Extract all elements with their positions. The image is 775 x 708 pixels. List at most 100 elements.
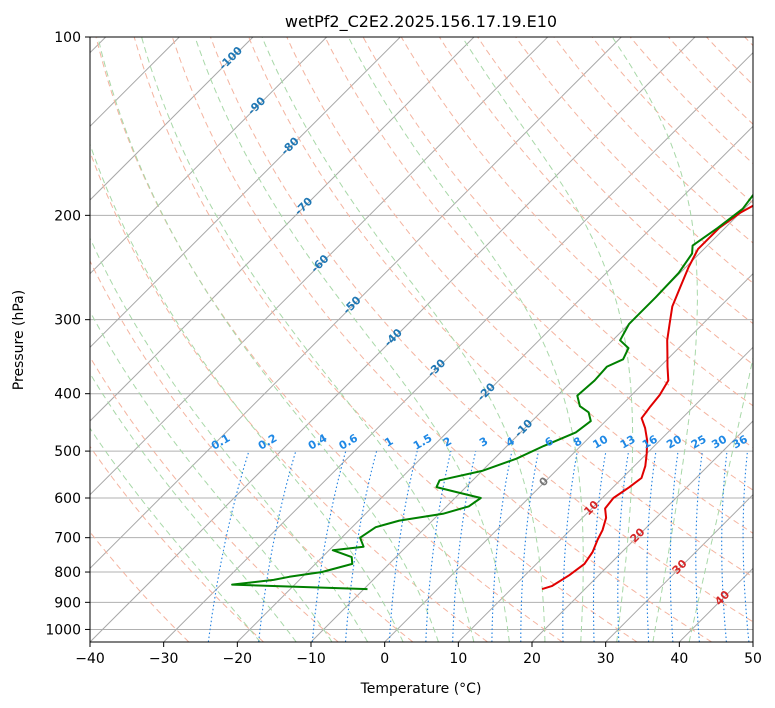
moist-adiabat <box>90 310 333 642</box>
mixing-ratio-line <box>452 450 477 642</box>
isotherm <box>163 51 753 642</box>
mixing-ratio-label: 30 <box>709 432 729 451</box>
mixing-ratio-label: 25 <box>689 433 709 452</box>
moist-adiabat <box>611 37 698 642</box>
background-lines <box>90 37 753 642</box>
y-tick-label: 500 <box>54 444 81 460</box>
isotherm <box>90 37 475 422</box>
mixing-ratio-label: 10 <box>591 432 611 451</box>
isotherm-label: -60 <box>308 252 331 275</box>
dry-adiabat <box>744 37 753 47</box>
x-tick-label: −30 <box>149 651 179 667</box>
x-tick-label: 0 <box>380 651 389 667</box>
mixing-ratio-line <box>311 450 347 642</box>
isotherm-label: 30 <box>670 557 690 577</box>
mixing-ratio-label: 16 <box>640 432 660 451</box>
plot-frame <box>89 36 754 643</box>
mixing-ratio-line <box>646 451 657 642</box>
isotherm-label: 20 <box>628 525 648 545</box>
mixing-ratio-label: 3 <box>477 435 490 450</box>
dry-adiabat <box>438 37 753 366</box>
x-tick-label: 20 <box>523 651 541 667</box>
moist-adiabat <box>688 355 753 642</box>
mixing-ratio-line <box>344 450 378 642</box>
x-axis: −40 −30 −20 −10 0 10 20 30 40 50 <box>75 642 762 667</box>
dry-adiabat <box>90 150 488 642</box>
mixing-ratio-label: 8 <box>571 435 584 450</box>
x-tick-label: −10 <box>296 651 326 667</box>
dry-adiabat <box>90 531 190 642</box>
moist-adiabat <box>261 37 546 642</box>
y-tick-label: 900 <box>54 595 81 611</box>
moist-adiabat <box>194 37 510 642</box>
mixing-ratio-line <box>721 451 728 642</box>
mixing-ratio-label: 1.5 <box>411 432 434 453</box>
isotherm <box>90 37 254 201</box>
x-tick-label: −40 <box>75 651 105 667</box>
moist-adiabat <box>90 427 261 642</box>
dry-adiabat <box>90 356 339 642</box>
dry-adiabat <box>171 37 712 642</box>
y-tick-label: 400 <box>54 387 81 403</box>
y-tick-label: 600 <box>54 491 81 507</box>
y-axis: 100 200 300 400 500 600 700 800 900 1000 <box>45 30 90 638</box>
dry-adiabat <box>248 37 753 578</box>
x-tick-label: −20 <box>223 651 253 667</box>
y-tick-label: 700 <box>54 531 81 547</box>
moist-adiabat <box>90 237 369 642</box>
mixing-ratio-label: 13 <box>618 433 638 452</box>
mixing-ratio-line <box>425 450 452 642</box>
isotherm <box>752 641 753 642</box>
isotherm <box>90 37 622 570</box>
x-tick-label: 40 <box>670 651 688 667</box>
moist-adiabat <box>461 37 634 642</box>
mixing-ratio-line <box>669 451 679 642</box>
isotherm-label: -40 <box>382 326 405 349</box>
isotherm <box>90 37 696 642</box>
isotherm <box>90 37 401 349</box>
isotherm <box>384 272 753 642</box>
moist-adiabat <box>90 142 404 642</box>
mixing-ratio-label: 0.1 <box>209 432 232 453</box>
mixing-ratio-line <box>742 451 750 642</box>
y-tick-label: 200 <box>54 208 81 224</box>
dry-adiabat <box>90 445 264 642</box>
mixing-ratio-line <box>207 450 250 642</box>
y-tick-label: 100 <box>54 30 81 46</box>
isotherm <box>310 199 753 642</box>
isotherm-label: -70 <box>292 194 315 217</box>
y-tick-label: 1000 <box>45 622 81 638</box>
dry-adiabat <box>95 37 563 642</box>
y-tick-label: 800 <box>54 565 81 581</box>
mixing-ratio-line <box>491 450 513 642</box>
moist-adiabat <box>90 372 297 642</box>
isotherm-label: -10 <box>512 416 535 439</box>
dry-adiabat <box>515 37 753 284</box>
dry-adiabat <box>286 37 753 534</box>
chart-title: wetPf2_C2E2.2025.156.17.19.E10 <box>285 12 557 32</box>
isotherm <box>678 567 753 642</box>
moist-adiabat <box>347 37 584 642</box>
moist-adiabat <box>97 37 439 642</box>
dry-adiabat <box>210 37 753 623</box>
isotherm-label: 0 <box>537 474 552 489</box>
series-layer <box>231 193 753 591</box>
series-line-dewpoint <box>231 193 753 591</box>
mixing-ratio-line <box>258 450 297 642</box>
dry-adiabat <box>90 259 414 642</box>
mixing-ratio-line <box>388 450 418 642</box>
y-axis-label: Pressure (hPa) <box>11 290 27 390</box>
isotherm-label: -90 <box>245 94 268 117</box>
mixing-ratio-label: 36 <box>730 432 750 451</box>
x-tick-label: 10 <box>449 651 467 667</box>
isotherm <box>605 493 753 642</box>
isotherm <box>457 346 753 642</box>
isotherm <box>90 37 549 496</box>
dry-adiabat <box>324 37 753 491</box>
dry-adiabat <box>133 37 638 642</box>
y-tick-label: 300 <box>54 313 81 329</box>
mixing-ratio-label: 1 <box>382 435 395 450</box>
isotherm-label: -30 <box>425 356 448 379</box>
series-line-temperature <box>541 204 753 591</box>
